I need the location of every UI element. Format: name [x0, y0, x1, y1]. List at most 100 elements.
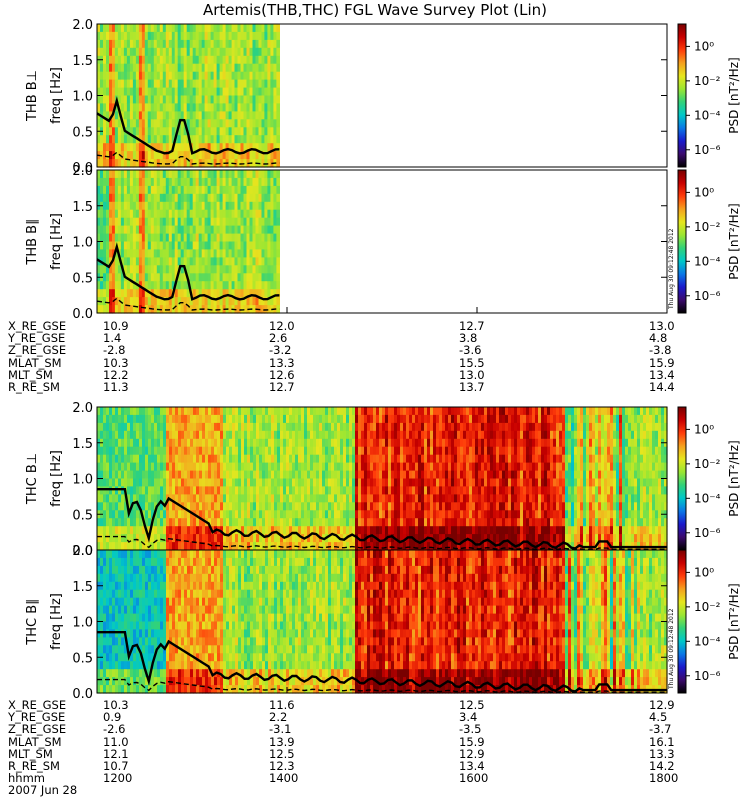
spectrogram-cell [424, 510, 428, 519]
spectrogram-cell [106, 414, 110, 424]
spectrogram-cell [114, 143, 119, 152]
spectrogram-cell [123, 249, 128, 258]
spectrogram-cell [106, 297, 110, 306]
colorbar-tick-label: 10⁰ [694, 185, 714, 199]
spectrogram-cell [508, 407, 512, 416]
spectrogram-cell [153, 24, 158, 33]
spectrogram-cell [157, 478, 161, 487]
spectrogram-cell [177, 95, 182, 104]
spectrogram-cell [328, 502, 332, 511]
spectrogram-cell [135, 233, 140, 243]
spectrogram-cell [430, 446, 434, 456]
spectrogram-cell [106, 510, 110, 519]
spectrogram-cell [352, 462, 356, 472]
spectrogram-cell [286, 494, 290, 503]
spectrogram-cell [439, 494, 443, 503]
spectrogram-cell [240, 177, 245, 187]
spectrogram-cell [373, 510, 377, 519]
spectrogram-cell [135, 143, 140, 152]
spectrogram-cell [343, 438, 347, 448]
spectrogram-cell [183, 177, 188, 187]
spectrogram-cell [547, 518, 551, 527]
spectrogram-cell [162, 95, 167, 104]
spectrogram-cell [370, 430, 374, 440]
spectrogram-cell [207, 119, 212, 128]
spectrogram-cell [223, 446, 227, 456]
spectrogram-cell [222, 39, 227, 49]
spectrogram-cell [514, 534, 518, 543]
spectrogram-cell [376, 438, 380, 448]
spectrogram-cell [472, 446, 476, 456]
spectrogram-cell [520, 478, 524, 487]
spectrogram-cell [246, 63, 251, 73]
spectrogram-cell [223, 534, 227, 543]
spectrogram-cell [114, 273, 119, 282]
spectrogram-cell [156, 103, 161, 112]
spectrogram-cell [261, 111, 266, 120]
spectrogram-cell [292, 478, 296, 487]
spectrogram-cell [331, 462, 335, 472]
spectrogram-cell [132, 273, 137, 282]
spectrogram-cell [208, 446, 212, 456]
spectrogram-cell [418, 454, 422, 464]
spectrogram-cell [126, 47, 131, 57]
spectrogram-cell [178, 494, 182, 503]
spectrogram-cell [240, 289, 245, 298]
spectrogram-cell [228, 63, 233, 73]
spectrogram-cell [475, 526, 479, 535]
spectrogram-cell [187, 422, 191, 432]
spectrogram-cell [174, 297, 179, 306]
spectrogram-cell [106, 71, 110, 81]
spectrogram-cell [418, 446, 422, 456]
spectrogram-cell [115, 462, 119, 472]
spectrogram-cell [228, 225, 233, 235]
spectrogram-cell [159, 135, 164, 144]
spectrogram-cell [241, 462, 245, 472]
spectrogram-cell [523, 494, 527, 503]
spectrogram-cell [123, 151, 128, 160]
spectrogram-cell [265, 518, 269, 527]
spectrogram-cell [454, 422, 458, 432]
spectrogram-cell [103, 95, 107, 104]
spectrogram-cell [129, 127, 134, 136]
spectrogram-cell [475, 422, 479, 432]
spectrogram-cell [211, 534, 215, 543]
spectrogram-cell [463, 534, 467, 543]
spectrogram-cell [361, 494, 365, 503]
spectrogram-cell [412, 446, 416, 456]
spectrogram-cell [202, 526, 206, 535]
spectrogram-cell [322, 470, 326, 480]
spectrogram-cell [112, 478, 116, 487]
spectrogram-cell [529, 494, 533, 503]
spectrogram-cell [259, 542, 263, 551]
spectrogram-cell [177, 201, 182, 211]
spectrogram-cell [328, 430, 332, 440]
spectrogram-cell [157, 502, 161, 511]
spectrogram-cell [247, 446, 251, 456]
spectrogram-cell [144, 273, 149, 282]
spectrogram-cell [162, 217, 167, 227]
spectrogram-cell [168, 289, 173, 298]
spectrogram-cell [352, 446, 356, 456]
spectrogram-cell [97, 209, 101, 219]
spectrogram-cell [114, 257, 119, 266]
spectrogram-cell [520, 470, 524, 480]
spectrogram-cell [222, 111, 227, 120]
spectrogram-cell [346, 542, 350, 551]
spectrogram-cell [292, 470, 296, 480]
spectrogram-cell [210, 87, 215, 97]
spectrogram-cell [148, 494, 152, 503]
spectrogram-cell [331, 478, 335, 487]
spectrogram-cell [213, 177, 218, 187]
spectrogram-cell [174, 281, 179, 290]
spectrogram-cell [310, 510, 314, 519]
spectrogram-cell [276, 111, 280, 120]
spectrogram-cell [529, 534, 533, 543]
spectrogram-cell [382, 422, 386, 432]
spectrogram-cell [142, 414, 146, 424]
spectrogram-cell [201, 127, 206, 136]
spectrogram-cell [246, 265, 251, 274]
spectrogram-cell [144, 305, 149, 314]
spectrogram-cell [157, 446, 161, 456]
spectrogram-cell [129, 257, 134, 266]
